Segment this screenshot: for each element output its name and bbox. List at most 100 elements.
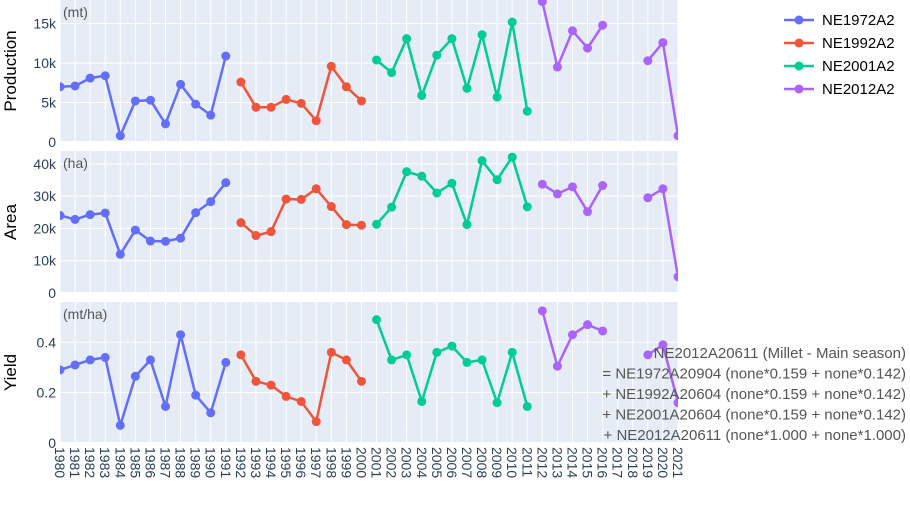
x-tick-label: 2012	[534, 447, 550, 478]
x-tick-label: 2002	[384, 447, 400, 478]
data-point	[191, 99, 201, 109]
y-tick-label: 5k	[41, 95, 57, 111]
data-point	[552, 62, 562, 72]
data-point	[417, 90, 427, 100]
x-tick-label: 1999	[338, 447, 354, 478]
legend-item-ne1992a2[interactable]: NE1992A2	[784, 35, 895, 52]
data-point	[356, 376, 366, 386]
x-tick-label: 2005	[429, 447, 445, 478]
legend-swatch-marker	[794, 84, 804, 94]
data-point	[507, 347, 517, 357]
y-tick-label: 15k	[33, 16, 57, 32]
x-tick-label: 1989	[188, 447, 204, 478]
legend-item-ne2001a2[interactable]: NE2001A2	[784, 58, 895, 75]
data-point	[341, 220, 351, 230]
data-point	[583, 320, 593, 330]
y-tick-label: 30k	[33, 188, 57, 204]
x-tick-label: 1987	[158, 447, 174, 478]
data-point	[326, 202, 336, 212]
data-point	[161, 119, 171, 129]
data-point	[567, 330, 577, 340]
data-point	[372, 55, 382, 65]
data-point	[145, 355, 155, 365]
y-axis-label: Area	[1, 204, 20, 240]
data-point	[417, 396, 427, 406]
data-point	[176, 79, 186, 89]
x-tick-label: 1988	[173, 447, 189, 478]
legend-label: NE1972A2	[822, 12, 895, 29]
x-tick-label: 2006	[444, 447, 460, 478]
legend-item-ne2012a2[interactable]: NE2012A2	[784, 81, 895, 98]
x-tick-label: 2011	[519, 447, 535, 477]
x-tick-label: 1986	[142, 447, 158, 478]
data-point	[221, 51, 231, 61]
formula-annotation: NE2012A20611 (Millet - Main season) = NE1…	[602, 345, 906, 444]
data-point	[658, 38, 668, 48]
data-point	[417, 171, 427, 181]
data-point	[492, 398, 502, 408]
data-point	[522, 401, 532, 411]
data-point	[477, 355, 487, 365]
chart-panels: 0 5k 10k 15k Production (mt) 0 10k 20k 30k 40k Area…	[1, 0, 686, 478]
x-tick-label: 2007	[459, 447, 475, 478]
y-tick-label: 0	[48, 435, 56, 451]
data-point	[402, 34, 412, 44]
data-point	[598, 181, 608, 191]
x-tick-label: 2015	[580, 447, 596, 478]
data-point	[221, 357, 231, 367]
x-axis: 1980 1981 1982 1983 1984 1985 1986 1987 1988 1989…	[52, 447, 686, 478]
legend: NE1972A2 NE1992A2 NE2001A2 NE2012A2	[784, 12, 895, 98]
annotation-line: + NE1992A20604 (none*0.159 + none*0.142)	[602, 386, 906, 403]
data-point	[296, 396, 306, 406]
data-point	[176, 233, 186, 243]
x-tick-label: 2009	[489, 447, 505, 478]
annotation-line: = NE1972A20904 (none*0.159 + none*0.142)	[602, 366, 906, 383]
legend-label: NE2001A2	[822, 58, 895, 75]
data-point	[130, 371, 140, 381]
data-point	[643, 193, 653, 203]
data-point	[372, 219, 382, 229]
data-point	[432, 188, 442, 198]
x-tick-label: 1996	[293, 447, 309, 478]
y-axis-label: Yield	[1, 354, 20, 391]
y-tick-label: 40k	[33, 156, 57, 172]
annotation-line: NE2012A20611 (Millet - Main season)	[654, 345, 906, 362]
data-point	[537, 0, 547, 7]
data-point	[251, 102, 261, 112]
data-point	[447, 341, 457, 351]
series-group	[60, 306, 678, 431]
data-point	[311, 184, 321, 194]
x-tick-label: 1980	[52, 447, 68, 478]
x-tick-label: 1992	[233, 447, 249, 478]
x-tick-label: 1982	[82, 447, 98, 478]
y-tick-label: 0.2	[37, 385, 57, 401]
data-point	[281, 391, 291, 401]
legend-label: NE1992A2	[822, 35, 895, 52]
data-point	[266, 102, 276, 112]
data-point	[115, 420, 125, 430]
data-point	[356, 96, 366, 106]
series-group	[60, 0, 678, 141]
data-point	[477, 30, 487, 40]
data-point	[236, 350, 246, 360]
data-point	[85, 210, 95, 220]
data-point	[206, 197, 216, 207]
data-point	[145, 95, 155, 105]
legend-item-ne1972a2[interactable]: NE1972A2	[784, 12, 895, 29]
x-tick-label: 2020	[655, 447, 671, 478]
data-point	[507, 152, 517, 162]
data-point	[236, 77, 246, 87]
x-tick-label: 2010	[504, 447, 520, 478]
x-tick-label: 2013	[549, 447, 565, 478]
x-tick-label: 1984	[112, 447, 128, 478]
annotation-line: + NE2012A20611 (none*1.000 + none*1.000)	[604, 427, 906, 444]
data-point	[673, 398, 678, 408]
x-tick-label: 2004	[414, 447, 430, 478]
x-tick-label: 1997	[308, 447, 324, 478]
unit-label: (mt)	[63, 4, 88, 20]
data-point	[402, 350, 412, 360]
data-point	[643, 56, 653, 66]
data-point	[598, 326, 608, 336]
data-point	[266, 227, 276, 237]
